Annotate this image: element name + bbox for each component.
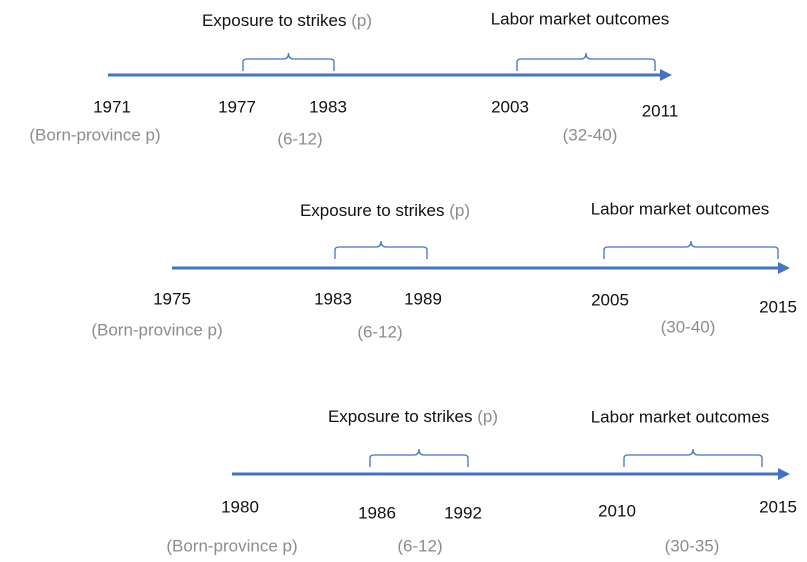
birth-year: 1975 xyxy=(153,289,191,308)
outcome-start-year: 2003 xyxy=(491,97,529,116)
outcome-start-year: 2005 xyxy=(591,290,629,309)
outcome-ages: (30-35) xyxy=(665,536,720,555)
arrow-head xyxy=(778,468,790,480)
exposure-ages: (6-12) xyxy=(397,536,442,555)
arrow-head xyxy=(660,69,672,81)
outcome-end-year: 2015 xyxy=(759,297,797,316)
exposure-title: Exposure to strikes (p) xyxy=(202,11,372,30)
outcome-brace xyxy=(516,52,656,71)
birth-note: (Born-province p) xyxy=(166,536,297,555)
exposure-label: Exposure to strikes xyxy=(300,201,445,220)
exposure-start-year: 1983 xyxy=(314,289,352,308)
exposure-label: Exposure to strikes xyxy=(202,11,347,30)
exposure-brace xyxy=(369,448,469,467)
outcome-title: Labor market outcomes xyxy=(591,407,770,426)
outcome-brace xyxy=(603,240,779,259)
exposure-start-year: 1986 xyxy=(358,503,396,522)
birth-year: 1971 xyxy=(93,97,131,116)
exposure-ages: (6-12) xyxy=(357,322,402,341)
outcome-start-year: 2010 xyxy=(598,501,636,520)
arrow-head xyxy=(778,262,790,274)
exposure-marker: (p) xyxy=(477,407,498,426)
exposure-brace xyxy=(242,52,335,71)
exposure-end-year: 1992 xyxy=(444,503,482,522)
exposure-marker: (p) xyxy=(351,11,372,30)
birth-note: (Born-province p) xyxy=(91,320,222,339)
outcome-end-year: 2011 xyxy=(642,101,679,120)
outcome-title: Labor market outcomes xyxy=(491,9,670,28)
exposure-ages: (6-12) xyxy=(277,129,322,148)
exposure-end-year: 1983 xyxy=(309,97,347,116)
outcome-ages: (32-40) xyxy=(563,125,618,144)
outcome-brace xyxy=(623,448,763,467)
exposure-label: Exposure to strikes xyxy=(328,407,473,426)
outcome-title: Labor market outcomes xyxy=(591,199,770,218)
birth-note: (Born-province p) xyxy=(29,125,160,144)
exposure-start-year: 1977 xyxy=(218,97,256,116)
exposure-end-year: 1989 xyxy=(404,289,442,308)
outcome-ages: (30-40) xyxy=(661,317,716,336)
exposure-marker: (p) xyxy=(449,201,470,220)
exposure-title: Exposure to strikes (p) xyxy=(328,407,498,426)
birth-year: 1980 xyxy=(221,497,259,516)
exposure-title: Exposure to strikes (p) xyxy=(300,201,470,220)
outcome-end-year: 2015 xyxy=(759,497,797,516)
exposure-brace xyxy=(334,240,428,259)
